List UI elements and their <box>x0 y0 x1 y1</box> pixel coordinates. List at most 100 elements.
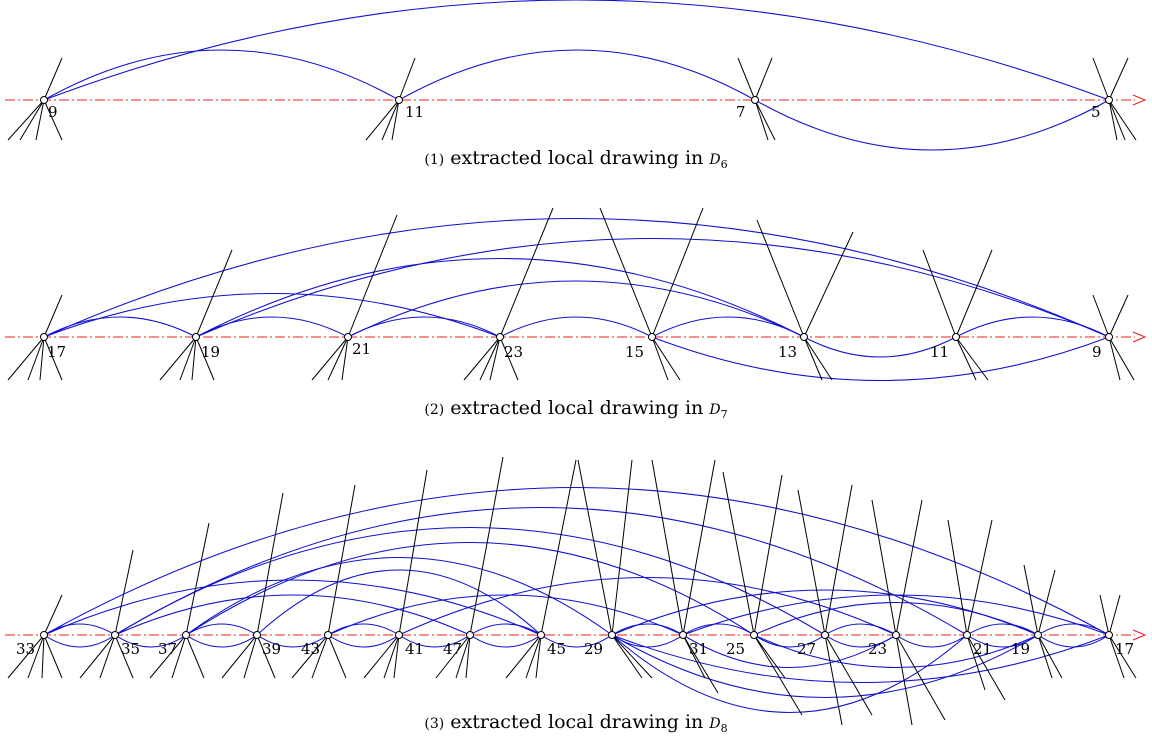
node-label: 45 <box>547 640 566 658</box>
crossing-stub <box>955 336 989 381</box>
edge <box>327 623 400 636</box>
node <box>192 333 200 341</box>
crossing-stub <box>191 336 197 381</box>
crossing-stub <box>1108 99 1137 141</box>
crossing-stub <box>803 231 854 338</box>
caption-part: D <box>708 402 720 418</box>
edge <box>327 594 684 636</box>
crossing-stub <box>754 57 773 101</box>
edge <box>114 527 826 636</box>
edge <box>43 49 400 101</box>
nodes <box>40 333 1113 341</box>
crossing-stub <box>256 634 276 679</box>
caption-part: D <box>708 716 720 732</box>
crossing-stub <box>1023 564 1039 636</box>
node <box>648 333 656 341</box>
crossing-stub <box>824 634 873 716</box>
crossing-stub <box>540 459 577 636</box>
crossing-stub <box>737 57 756 101</box>
crossing-stub <box>19 99 45 141</box>
caption-part: (1) <box>424 152 444 168</box>
crossing-stub <box>398 57 416 101</box>
crossing-stub <box>525 634 542 679</box>
crossing-stub <box>327 484 356 636</box>
node-label: 21 <box>352 340 371 358</box>
node-label: 23 <box>868 640 887 658</box>
caption: (3) extracted local drawing in D8 <box>424 711 727 735</box>
crossing-stub <box>651 336 681 381</box>
crossing-stub <box>39 336 45 381</box>
node <box>253 631 261 639</box>
edges <box>43 217 1110 382</box>
node-labels: 33 35 37 39 43 41 47 45 29 31 25 27 23 2… <box>16 640 1134 658</box>
crossing-stub <box>611 459 633 636</box>
edge <box>398 634 471 648</box>
panel-3: 33 35 37 39 43 41 47 45 29 31 25 27 23 2… <box>5 456 1147 735</box>
crossing-stub <box>1092 294 1110 338</box>
crossing-stub <box>895 499 923 636</box>
crossing-stub <box>824 484 853 636</box>
node <box>111 631 119 639</box>
crossing-stub <box>682 459 716 636</box>
crossing-stub <box>1108 336 1135 381</box>
edge <box>1037 634 1110 648</box>
edge <box>611 634 1039 699</box>
node-label: 35 <box>121 640 140 658</box>
axis-arrowhead <box>1132 331 1147 343</box>
node <box>821 631 829 639</box>
caption-part: extracted local drawing in <box>450 711 703 733</box>
crossing-stub <box>291 634 329 679</box>
crossing-stub <box>27 634 45 679</box>
node <box>324 631 332 639</box>
node-label: 11 <box>930 343 949 361</box>
crossing-stub <box>753 634 786 679</box>
crossing-stub <box>341 336 349 381</box>
node-label: 47 <box>443 640 462 658</box>
node <box>1034 631 1042 639</box>
crossing-stub <box>171 634 187 679</box>
edge <box>803 336 957 358</box>
node <box>892 631 900 639</box>
node <box>40 631 48 639</box>
crossing-stub <box>391 99 400 141</box>
crossing-stub <box>1108 99 1126 141</box>
crossing-stub <box>114 549 134 636</box>
edge <box>682 634 897 669</box>
axis-arrowhead <box>1132 94 1147 106</box>
crossing-stub <box>651 336 669 381</box>
node-label: 19 <box>201 343 220 361</box>
crossing-stub <box>383 634 400 679</box>
crossing-stub <box>797 489 826 636</box>
node-label: 41 <box>405 640 424 658</box>
crossing-stub <box>311 634 329 679</box>
edge <box>114 634 187 648</box>
node <box>800 333 808 341</box>
node-labels: 9 11 7 5 <box>48 103 1101 121</box>
axis-arrowhead <box>1132 629 1147 641</box>
nodes <box>40 96 1113 104</box>
crossing-stub <box>7 99 45 141</box>
edge <box>753 634 1039 669</box>
edge <box>195 237 1110 338</box>
edge <box>540 634 613 648</box>
crossing-stub <box>753 634 803 716</box>
edge <box>185 634 258 648</box>
crossing-stub <box>195 336 215 381</box>
crossing-stub <box>966 634 986 691</box>
crossing-stub <box>185 634 205 679</box>
caption-part: 7 <box>721 408 728 421</box>
edge <box>966 623 1039 636</box>
crossing-stub <box>159 336 197 381</box>
node <box>466 631 474 639</box>
crossing-stub <box>505 634 542 679</box>
node <box>40 333 48 341</box>
crossing-stub <box>824 634 843 726</box>
edge <box>43 487 1110 636</box>
node-label: 25 <box>726 640 745 658</box>
edge <box>469 623 542 636</box>
crossing-stub <box>43 594 63 636</box>
crossing-stub <box>895 634 913 726</box>
edge <box>895 634 968 648</box>
crossing-stub <box>479 336 501 381</box>
crossing-stub <box>35 99 45 141</box>
